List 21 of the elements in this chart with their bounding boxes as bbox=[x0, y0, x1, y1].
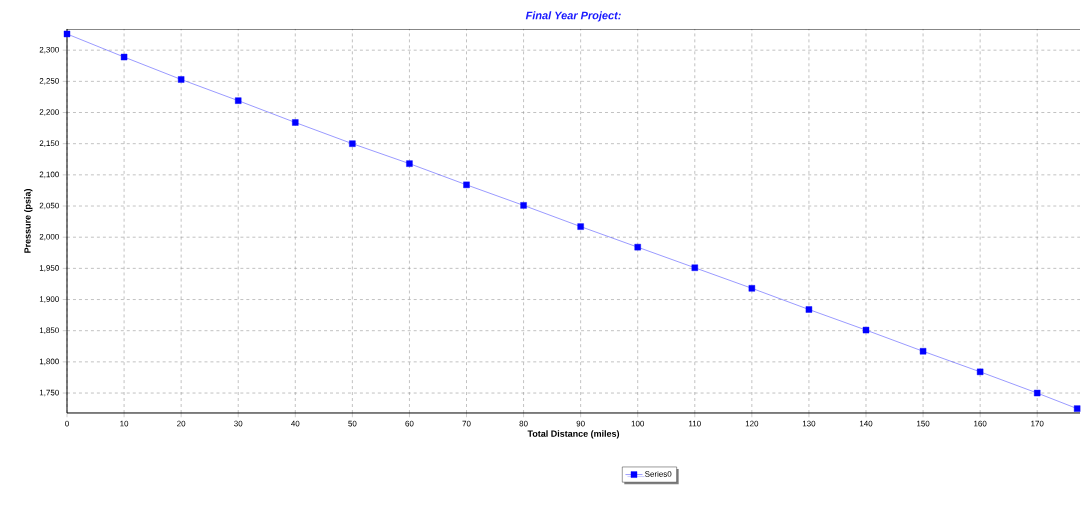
point bbox=[805, 306, 813, 313]
point bbox=[406, 160, 413, 167]
point bbox=[120, 53, 128, 61]
point bbox=[577, 223, 584, 230]
chart-title: Final Year Project: bbox=[525, 11, 621, 22]
point bbox=[862, 326, 870, 334]
y-axis-title: Pressure (psia) bbox=[24, 189, 33, 253]
point bbox=[349, 140, 356, 147]
point bbox=[520, 202, 527, 209]
point bbox=[691, 264, 698, 271]
x-axis-title: Total Distance (miles) bbox=[527, 430, 620, 439]
point bbox=[748, 285, 756, 292]
point bbox=[1034, 389, 1041, 397]
point bbox=[976, 368, 984, 376]
point bbox=[919, 348, 927, 355]
point bbox=[63, 30, 71, 38]
point bbox=[235, 97, 242, 104]
point bbox=[634, 243, 641, 251]
point bbox=[177, 76, 185, 83]
point bbox=[463, 181, 470, 189]
point bbox=[292, 119, 299, 126]
